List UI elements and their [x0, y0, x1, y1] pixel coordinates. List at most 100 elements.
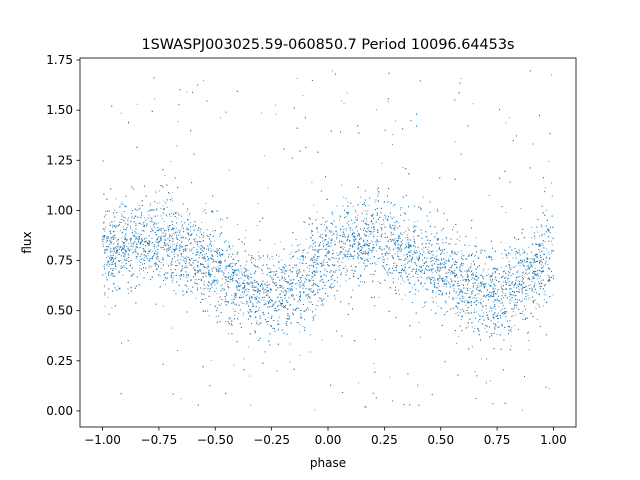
- data-point: [220, 249, 222, 251]
- data-point: [122, 226, 124, 228]
- data-point: [469, 288, 471, 290]
- data-point: [208, 272, 210, 274]
- data-point: [107, 297, 109, 298]
- data-point: [422, 286, 424, 288]
- data-point: [245, 303, 247, 305]
- data-point: [140, 224, 142, 226]
- data-point: [109, 222, 111, 224]
- data-point: [254, 298, 256, 300]
- data-point: [150, 203, 151, 205]
- data-point: [359, 254, 361, 256]
- data-point: [240, 294, 242, 296]
- data-point: [224, 269, 226, 271]
- data-point: [103, 221, 105, 223]
- data-point: [213, 279, 215, 281]
- data-point: [521, 300, 523, 302]
- data-point: [478, 302, 480, 304]
- data-point: [446, 280, 448, 282]
- data-point: [316, 211, 318, 213]
- data-point: [517, 270, 519, 272]
- data-point: [132, 243, 134, 245]
- data-point: [462, 265, 464, 267]
- data-point: [196, 248, 198, 250]
- data-point: [454, 253, 456, 255]
- data-point: [521, 291, 523, 293]
- data-point: [475, 300, 477, 302]
- data-point: [367, 251, 369, 253]
- data-point: [543, 299, 545, 301]
- data-point: [490, 295, 492, 297]
- data-point: [330, 284, 332, 286]
- data-point: [290, 258, 292, 259]
- data-point: [173, 254, 175, 255]
- data-point: [498, 321, 500, 323]
- data-point: [128, 217, 130, 219]
- data-point: [134, 248, 136, 250]
- data-point: [501, 308, 503, 310]
- data-point: [535, 308, 537, 310]
- data-point: [318, 245, 319, 247]
- data-point: [111, 241, 113, 243]
- data-point: [228, 264, 230, 266]
- data-point: [193, 224, 195, 226]
- data-point: [288, 289, 290, 291]
- data-point: [456, 302, 458, 304]
- data-point: [212, 230, 214, 232]
- data-point: [460, 290, 462, 292]
- data-point: [292, 295, 294, 297]
- data-point: [403, 254, 405, 256]
- data-point: [183, 293, 185, 295]
- data-point: [313, 291, 315, 293]
- data-point: [175, 261, 177, 263]
- data-point: [155, 241, 157, 243]
- data-point: [368, 235, 370, 237]
- data-point: [327, 251, 329, 253]
- data-point: [348, 258, 350, 260]
- data-point: [240, 284, 242, 286]
- data-point: [113, 248, 115, 250]
- data-point: [345, 268, 347, 270]
- data-point: [127, 249, 129, 251]
- data-point: [441, 262, 443, 264]
- data-point: [481, 282, 483, 284]
- data-point: [521, 259, 523, 261]
- data-point: [225, 266, 227, 267]
- data-point: [496, 293, 498, 295]
- data-point: [127, 218, 129, 220]
- data-point: [286, 319, 288, 321]
- data-point: [109, 250, 111, 252]
- data-point: [395, 237, 397, 239]
- data-point: [471, 291, 473, 293]
- data-point: [151, 257, 153, 259]
- data-point: [245, 229, 247, 231]
- data-point: [524, 287, 526, 288]
- data-point: [481, 323, 483, 325]
- data-point: [263, 299, 265, 301]
- data-point: [277, 305, 279, 307]
- data-point: [361, 281, 363, 283]
- data-point: [491, 319, 493, 321]
- data-point: [438, 270, 440, 272]
- data-point: [475, 237, 477, 239]
- data-point: [459, 240, 461, 242]
- data-point: [488, 284, 490, 286]
- data-point: [365, 235, 367, 237]
- data-point: [372, 234, 374, 236]
- data-point: [195, 238, 197, 240]
- data-point: [216, 279, 218, 281]
- data-point: [238, 271, 240, 273]
- data-point: [180, 275, 181, 277]
- data-point: [270, 289, 272, 291]
- data-point: [493, 307, 495, 309]
- data-point: [485, 312, 487, 314]
- data-point: [353, 237, 355, 239]
- data-point: [250, 302, 252, 303]
- data-point: [341, 100, 343, 102]
- data-point: [404, 294, 406, 296]
- data-point: [175, 227, 177, 229]
- data-point: [339, 219, 341, 221]
- data-point: [444, 279, 446, 280]
- data-point: [275, 270, 277, 272]
- data-point: [467, 326, 469, 328]
- data-point: [371, 231, 373, 233]
